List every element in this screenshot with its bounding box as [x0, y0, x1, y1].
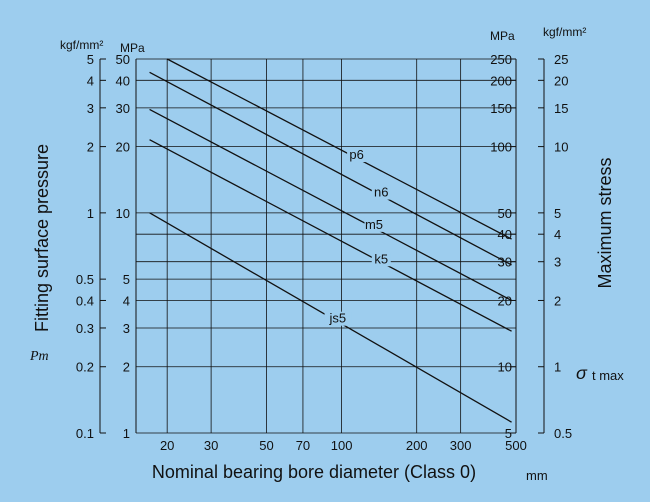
y-left-axis-title: Fitting surface pressure — [32, 144, 52, 332]
y-right-inner-tick-label: 10 — [498, 360, 512, 375]
series-labels: js5 k5 m5 n6 p6 — [324, 147, 391, 326]
y-left-outer-tick-label: 1 — [87, 206, 94, 221]
series-lines — [149, 58, 512, 423]
y-right-outer-tick-label: 5 — [554, 206, 561, 221]
y-right-inner-tick-label: 5 — [505, 426, 512, 441]
series-label-bg — [347, 148, 367, 163]
series-line-p6 — [166, 58, 512, 240]
axes — [99, 58, 545, 434]
y-right-axis-title: Maximum stress — [595, 157, 615, 288]
series-label-bg — [364, 217, 384, 232]
y-right-symbol-subscript: t max — [592, 368, 624, 383]
x-axis-unit: mm — [526, 468, 548, 483]
series-label-bg — [371, 185, 391, 200]
y-left-outer-tick-label: 2 — [87, 140, 94, 155]
series-label-bg — [371, 252, 391, 267]
y-left-inner-tick-label: 2 — [123, 360, 130, 375]
series-label-n6: n6 — [374, 185, 388, 200]
series-label-k5: k5 — [374, 251, 388, 266]
y-right-inner-tick-label: 200 — [490, 73, 512, 88]
y-right-outer-tick-label: 4 — [554, 227, 561, 242]
y-left-inner-tick-label: 3 — [123, 321, 130, 336]
y-right-symbol-sigma: σ — [576, 363, 588, 383]
y-left-inner-tick-label: 1 — [123, 426, 130, 441]
y-right-inner-tick-label: 20 — [498, 293, 512, 308]
y-right-inner-tick-label: 50 — [498, 206, 512, 221]
y-right-inner-unit: MPa — [490, 29, 515, 43]
x-tick-label: 70 — [296, 438, 310, 453]
tick-labels: 1 0.1 2 0.2 3 0.3 4 0.4 5 0.5 10 1 20 2 30 3 40 4 50 5 5 0.5 1… — [76, 52, 572, 453]
y-left-symbol: Pm — [29, 349, 49, 364]
y-left-inner-tick-label: 50 — [116, 52, 130, 67]
series-label-m5: m5 — [365, 217, 383, 232]
y-left-inner-tick-label: 4 — [123, 293, 130, 308]
y-left-inner-tick-label: 5 — [123, 272, 130, 287]
x-tick-label: 500 — [505, 438, 527, 453]
y-left-outer-tick-label: 0.1 — [76, 426, 94, 441]
y-left-inner-tick-label: 10 — [116, 206, 130, 221]
y-left-outer-tick-label: 4 — [87, 73, 94, 88]
y-right-outer-tick-label: 2 — [554, 293, 561, 308]
y-left-outer-tick-label: 0.4 — [76, 293, 94, 308]
series-label-bg — [324, 311, 352, 326]
y-right-inner-tick-label: 100 — [490, 140, 512, 155]
y-right-outer-tick-label: 3 — [554, 255, 561, 270]
y-right-outer-tick-label: 1 — [554, 360, 561, 375]
x-tick-label: 20 — [160, 438, 174, 453]
y-left-inner-tick-label: 30 — [116, 101, 130, 116]
series-line-k5 — [149, 139, 512, 332]
series-label-p6: p6 — [349, 147, 363, 162]
x-tick-label: 200 — [406, 438, 428, 453]
y-left-outer-tick-label: 5 — [87, 52, 94, 67]
y-right-outer-unit: kgf/mm² — [543, 25, 586, 39]
x-tick-label: 100 — [331, 438, 353, 453]
y-right-inner-tick-label: 150 — [490, 101, 512, 116]
x-tick-label: 30 — [204, 438, 218, 453]
x-tick-label: 50 — [259, 438, 273, 453]
y-right-outer-tick-label: 0.5 — [554, 426, 572, 441]
y-left-inner-unit: MPa — [120, 41, 145, 55]
y-left-outer-tick-label: 3 — [87, 101, 94, 116]
y-right-outer-tick-label: 20 — [554, 73, 568, 88]
series-line-n6 — [149, 71, 512, 266]
y-right-outer-tick-label: 10 — [554, 140, 568, 155]
y-right-inner-tick-label: 250 — [490, 52, 512, 67]
y-right-inner-tick-label: 40 — [498, 227, 512, 242]
y-left-outer-unit: kgf/mm² — [60, 38, 103, 52]
y-left-inner-tick-label: 40 — [116, 73, 130, 88]
y-right-outer-tick-label: 25 — [554, 52, 568, 67]
y-right-outer-tick-label: 15 — [554, 101, 568, 116]
x-tick-label: 300 — [450, 438, 472, 453]
series-line-m5 — [149, 108, 512, 302]
y-left-outer-tick-label: 0.2 — [76, 360, 94, 375]
series-label-js5: js5 — [328, 311, 346, 326]
y-left-inner-tick-label: 20 — [116, 140, 130, 155]
x-axis-title: Nominal bearing bore diameter (Class 0) — [152, 462, 476, 482]
grid — [136, 58, 517, 434]
y-left-outer-tick-label: 0.3 — [76, 321, 94, 336]
y-right-inner-tick-label: 30 — [498, 255, 512, 270]
y-left-outer-tick-label: 0.5 — [76, 272, 94, 287]
